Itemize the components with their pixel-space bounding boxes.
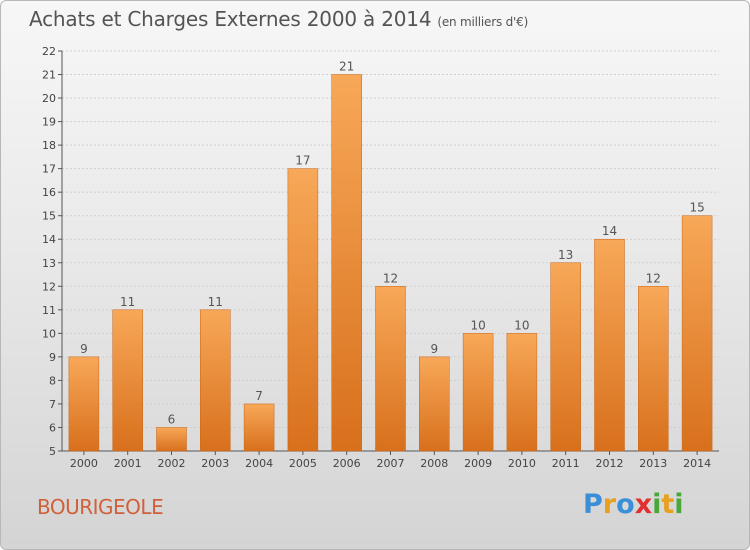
bar-value-label: 11: [120, 295, 135, 309]
y-tick-label: 12: [42, 280, 56, 293]
y-tick-label: 11: [42, 304, 56, 317]
bar: [200, 309, 231, 452]
proxiti-logo[interactable]: Proxiti: [583, 489, 684, 520]
chart-unit: (en milliers d'€): [437, 15, 529, 29]
y-tick-label: 21: [42, 69, 56, 82]
labels: 9 11 6 11 7 17 21 12 9 10 10 13 14 12 15: [80, 60, 705, 427]
y-tick-label: 22: [42, 45, 56, 58]
bar: [375, 286, 406, 452]
commune-name: BOURIGEOLE: [37, 495, 164, 519]
x-tick-label: 2007: [377, 457, 405, 470]
logo-letter: t: [661, 489, 675, 520]
x-tick-label: 2009: [464, 457, 492, 470]
logo-letter: P: [583, 489, 603, 520]
bar: [594, 238, 625, 452]
y-tick-label: 6: [49, 421, 56, 434]
x-tick-label: 2004: [245, 457, 273, 470]
bar-value-label: 21: [339, 60, 354, 74]
bar-value-label: 6: [168, 412, 176, 426]
bar: [243, 403, 275, 452]
bar-value-label: 14: [602, 224, 617, 238]
bar: [681, 215, 713, 452]
bar-value-label: 13: [558, 248, 573, 262]
bar: [68, 356, 100, 452]
logo-letter: r: [602, 489, 617, 520]
y-tick-label: 19: [42, 116, 56, 129]
bar-value-label: 15: [689, 201, 704, 215]
bar: [331, 74, 362, 452]
bar-value-label: 12: [383, 271, 398, 285]
y-tick-label: 5: [49, 445, 56, 458]
bar: [419, 356, 450, 452]
bar-value-label: 7: [255, 389, 263, 403]
bar-value-label: 9: [80, 342, 88, 356]
y-tick-label: 15: [42, 210, 56, 223]
bars: [68, 74, 713, 452]
logo-letter: o: [616, 489, 635, 520]
x-tick-label: 2014: [683, 457, 711, 470]
x-tick-label: 2008: [420, 457, 448, 470]
logo-letter: i: [652, 489, 662, 520]
x-tick-label: 2001: [114, 457, 142, 470]
logo-letter: x: [634, 489, 653, 520]
bar: [462, 333, 494, 452]
y-tick-label: 14: [42, 233, 56, 246]
y-tick-label: 9: [49, 351, 56, 364]
bar: [506, 333, 538, 452]
x-tick-label: 2005: [289, 457, 317, 470]
x-tick-label: 2013: [639, 457, 667, 470]
chart-title-text: Achats et Charges Externes 2000 à 2014: [29, 7, 432, 31]
x-tick-label: 2012: [596, 457, 624, 470]
logo-letter: i: [674, 489, 684, 520]
bar: [287, 168, 319, 452]
y-tick-label: 7: [49, 398, 56, 411]
bar-value-label: 9: [430, 342, 438, 356]
y-tick-label: 17: [42, 163, 56, 176]
bar-value-label: 10: [514, 318, 529, 332]
x-tick-label: 2006: [333, 457, 361, 470]
x-tick-label: 2011: [552, 457, 580, 470]
y-tick-label: 8: [49, 374, 56, 387]
bar-value-label: 10: [470, 318, 485, 332]
bar-value-label: 12: [646, 271, 661, 285]
y-tick-label: 16: [42, 186, 56, 199]
x-tick-label: 2002: [158, 457, 186, 470]
bar-value-label: 17: [295, 154, 310, 168]
bar: [112, 309, 143, 452]
x-tick-label: 2010: [508, 457, 536, 470]
x-tick-label: 2000: [70, 457, 98, 470]
y-tick-label: 20: [42, 92, 56, 105]
y-tick-label: 18: [42, 139, 56, 152]
y-tick-label: 10: [42, 327, 56, 340]
x-tick-label: 2003: [201, 457, 229, 470]
y-tick-label: 13: [42, 257, 56, 270]
chart-title: Achats et Charges Externes 2000 à 2014 (e…: [29, 7, 528, 31]
bar-value-label: 11: [208, 295, 223, 309]
bar: [638, 286, 669, 452]
bar: [550, 262, 581, 452]
bar: [156, 427, 187, 452]
